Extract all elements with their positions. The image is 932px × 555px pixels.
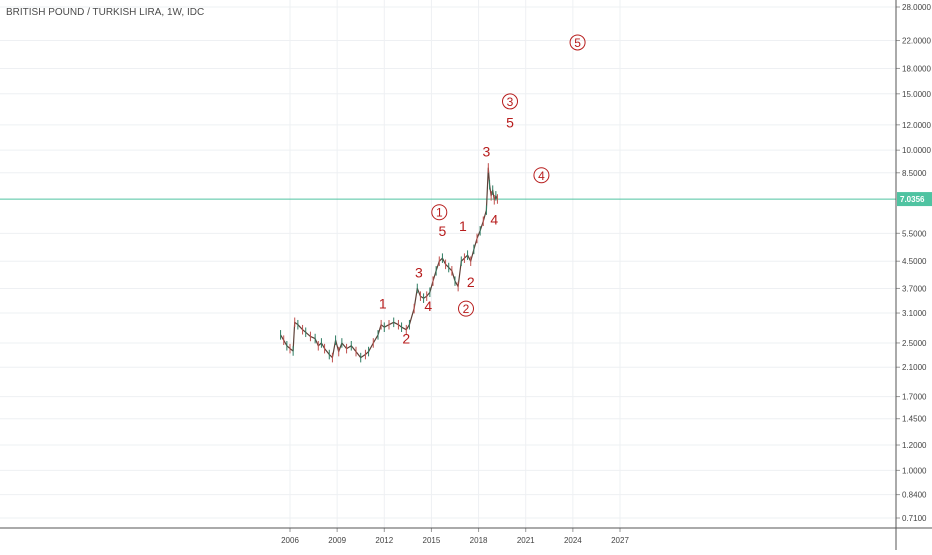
wave-label: 3 [483,144,491,160]
x-tick-label: 2015 [423,536,441,545]
wave-circle [533,167,550,184]
wave-circle [458,300,474,317]
wave-label-circled: 5 [574,36,581,50]
last-price-badge [897,192,932,207]
last-price-label: 7.0356 [900,195,925,204]
x-tick-label: 2021 [517,536,535,545]
y-tick-label: 10.0000 [902,146,931,155]
y-tick-label: 8.5000 [902,169,927,178]
wave-label: 5 [506,115,514,131]
wave-label: 3 [415,264,423,280]
x-tick-label: 2024 [564,536,582,545]
price-series [0,163,896,363]
wave-label-circled: 3 [507,95,514,109]
x-tick-label: 2012 [375,536,393,545]
y-tick-label: 0.8400 [902,491,927,500]
x-tick-label: 2018 [470,536,488,545]
wave-label: 4 [424,298,432,314]
y-tick-label: 12.0000 [902,121,931,130]
wave-label-circled: 1 [436,206,443,220]
y-tick-label: 28.0000 [902,3,931,12]
y-tick-label: 1.2000 [902,441,927,450]
wave-circle [502,93,518,110]
y-tick-label: 18.0000 [902,64,931,73]
y-tick-label: 2.1000 [902,363,927,372]
wave-label: 5 [439,223,447,239]
wave-circle [431,204,448,221]
y-tick-label: 3.7000 [902,284,927,293]
y-tick-label: 0.7100 [902,514,927,523]
wave-label: 1 [459,218,467,234]
y-tick-label: 2.5000 [902,339,927,348]
chart-title: BRITISH POUND / TURKISH LIRA, 1W, IDC [6,7,205,18]
y-tick-label: 4.5000 [902,257,927,266]
y-tick-label: 1.0000 [902,466,927,475]
y-tick-label: 1.7000 [902,393,927,402]
y-tick-label: 15.0000 [902,90,931,99]
wave-label: 2 [467,274,475,290]
series-line [280,167,498,359]
x-tick-label: 2009 [328,536,346,545]
wave-circle [569,34,586,51]
y-tick-label: 3.1000 [902,309,927,318]
wave-label: 2 [402,331,410,347]
wave-label-circled: 2 [463,302,470,316]
y-tick-label: 1.4500 [902,415,927,424]
y-tick-label: 5.5000 [902,229,927,238]
wave-label: 1 [379,296,387,312]
x-tick-label: 2006 [281,536,299,545]
wave-label: 4 [490,211,498,227]
wave-label-circled: 4 [538,169,545,183]
x-tick-label: 2027 [611,536,629,545]
grid [0,0,896,528]
y-tick-label: 22.0000 [902,37,931,46]
